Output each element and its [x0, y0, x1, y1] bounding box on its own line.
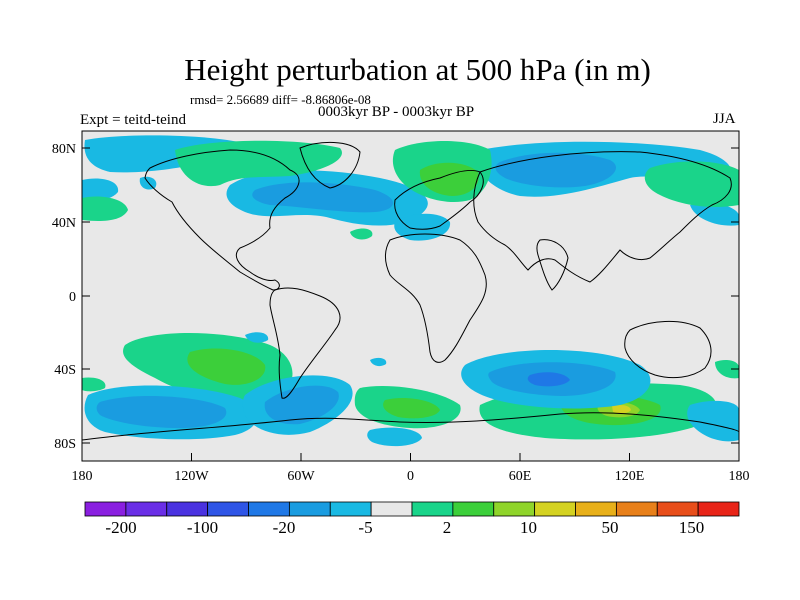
- colorbar-label: -5: [358, 518, 372, 537]
- colorbar-labels: -200 -100 -20 -5 2 10 50 150: [105, 518, 704, 537]
- sh-negative-region: [264, 385, 339, 425]
- sh-negative-region: [245, 332, 269, 343]
- lat-tick-labels: 80N 40N 0 40S 80S: [52, 142, 76, 452]
- sh-positive-region: [383, 398, 440, 419]
- nh-negative-region: [495, 152, 616, 188]
- colorbar-swatch: [452, 501, 495, 517]
- africa-coast: [385, 233, 487, 363]
- map-field: [82, 131, 739, 461]
- season-label: JJA: [713, 111, 736, 127]
- coastlines: [82, 141, 739, 441]
- south-america-coast: [269, 287, 341, 399]
- colorbar: [84, 501, 740, 517]
- colorbar-swatch: [493, 501, 536, 517]
- lon-tick-label: 120E: [615, 469, 645, 484]
- colorbar-label: 2: [443, 518, 452, 537]
- colorbar-swatch: [248, 501, 290, 517]
- colorbar-swatch: [84, 501, 127, 517]
- sh-negative-anomalies: [84, 332, 739, 447]
- colorbar-swatch: [411, 501, 454, 517]
- colorbar-swatch: [615, 501, 658, 517]
- colorbar-label: 150: [679, 518, 705, 537]
- sh-negative-region: [96, 396, 227, 428]
- nh-positive-region: [82, 196, 128, 221]
- antarctica-coast: [82, 412, 739, 441]
- india-coast: [536, 239, 569, 291]
- sh-negative-region: [527, 372, 570, 387]
- lon-tick-label: 120W: [174, 469, 209, 484]
- lon-tick-label: 180: [729, 469, 750, 484]
- nh-positive-region: [175, 140, 342, 187]
- lat-axis: [82, 147, 739, 444]
- sh-negative-region: [687, 400, 739, 442]
- nh-positive-region: [350, 228, 373, 240]
- lon-tick-label: 60E: [509, 469, 532, 484]
- lon-tick-labels: 180 120W 60W 0 60E 120E 180: [72, 469, 750, 484]
- nh-positive-region: [644, 161, 739, 207]
- lat-tick-label: 80S: [54, 437, 76, 452]
- nh-negative-region: [82, 178, 119, 201]
- nh-negative-region: [394, 213, 451, 241]
- lat-tick-label: 80N: [52, 142, 76, 157]
- asia-coast: [473, 151, 732, 283]
- north-america-coast: [144, 149, 300, 291]
- period-label: 0003kyr BP - 0003kyr BP: [318, 104, 475, 120]
- colorbar-label: 50: [602, 518, 619, 537]
- colorbar-label: -200: [105, 518, 136, 537]
- colorbar-swatch: [575, 501, 617, 517]
- colorbar-swatch: [534, 501, 576, 517]
- sh-negative-region: [367, 427, 422, 447]
- colorbar-swatch: [656, 501, 699, 517]
- colorbar-swatch: [697, 501, 740, 517]
- lat-tick-label: 0: [69, 290, 76, 305]
- greenland-coast: [299, 141, 361, 189]
- lat-tick-label: 40N: [52, 216, 76, 231]
- lon-axis: [81, 453, 740, 461]
- colorbar-swatch: [166, 501, 209, 517]
- nh-negative-region: [252, 182, 394, 213]
- lon-tick-label: 180: [72, 469, 93, 484]
- nh-negative-region: [690, 203, 739, 226]
- plot-title: Height perturbation at 500 hPa (in m): [184, 52, 651, 87]
- colorbar-swatch: [370, 501, 413, 517]
- sh-positive-region: [187, 348, 266, 385]
- stats-label: rmsd= 2.56689 diff= -8.86806e-08: [190, 92, 371, 107]
- colorbar-swatch: [125, 501, 168, 517]
- colorbar-label: 10: [520, 518, 537, 537]
- sh-positive-region: [82, 377, 106, 392]
- europe-coast: [394, 169, 484, 230]
- sh-positive-region: [612, 405, 631, 414]
- colorbar-swatch: [329, 501, 372, 517]
- colorbar-swatch: [207, 501, 249, 517]
- lon-tick-label: 0: [407, 469, 414, 484]
- lon-tick-label: 60W: [287, 469, 315, 484]
- sh-positive-region: [715, 360, 739, 379]
- colorbar-label: -100: [187, 518, 218, 537]
- sh-negative-region: [370, 357, 387, 367]
- experiment-label: Expt = teitd-teind: [80, 112, 186, 128]
- lat-tick-label: 40S: [54, 363, 76, 378]
- australia-coast: [624, 320, 712, 379]
- colorbar-label: -20: [273, 518, 296, 537]
- colorbar-swatch: [288, 501, 331, 517]
